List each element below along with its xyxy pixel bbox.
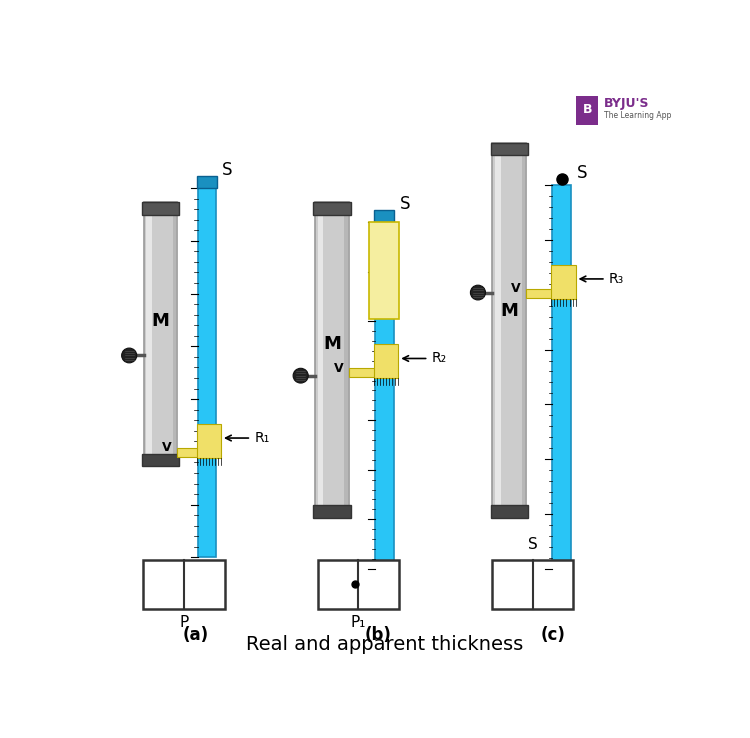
Bar	[344, 208, 349, 512]
Text: (b): (b)	[365, 627, 392, 644]
Bar	[142, 202, 179, 215]
Text: S: S	[222, 161, 232, 179]
Circle shape	[470, 285, 485, 300]
Text: V: V	[334, 362, 343, 375]
Circle shape	[122, 348, 136, 363]
Bar	[178, 448, 199, 457]
Text: R₃: R₃	[609, 272, 624, 286]
Text: R₁: R₁	[254, 431, 269, 445]
Text: P₁: P₁	[350, 615, 366, 630]
Bar	[490, 505, 528, 517]
Text: V: V	[511, 282, 520, 295]
Bar	[317, 208, 323, 512]
Bar	[495, 148, 500, 512]
Bar	[317, 560, 399, 609]
Circle shape	[293, 368, 308, 383]
Bar	[374, 344, 398, 379]
Text: B: B	[583, 103, 592, 116]
Bar	[369, 222, 400, 319]
Bar	[576, 96, 598, 125]
Text: V: V	[162, 441, 172, 454]
Text: Real and apparent thickness: Real and apparent thickness	[246, 635, 523, 654]
Bar	[172, 208, 178, 461]
Bar	[551, 265, 575, 299]
Bar	[521, 148, 526, 512]
Text: R₂: R₂	[431, 351, 446, 365]
Text: M: M	[500, 303, 518, 320]
Bar	[375, 222, 394, 569]
Bar	[492, 560, 573, 609]
Bar	[526, 289, 554, 297]
Bar	[142, 454, 179, 466]
Bar	[196, 424, 221, 458]
Bar	[493, 142, 526, 517]
Bar	[198, 188, 217, 557]
Text: (a): (a)	[182, 627, 209, 644]
Text: S: S	[400, 195, 410, 213]
Text: S: S	[577, 165, 587, 182]
Bar	[490, 142, 528, 155]
Bar	[197, 176, 217, 188]
Text: BYJU'S: BYJU'S	[604, 97, 650, 111]
Text: P: P	[179, 615, 188, 630]
Bar	[146, 208, 152, 461]
Bar	[315, 202, 349, 517]
Bar	[349, 368, 376, 377]
Text: S: S	[528, 537, 538, 552]
Bar	[552, 185, 571, 569]
Bar	[314, 505, 351, 517]
Bar	[144, 202, 178, 466]
Bar	[143, 560, 224, 609]
Bar	[314, 202, 351, 215]
Text: The Learning App: The Learning App	[604, 111, 671, 120]
Text: M: M	[152, 312, 170, 330]
Bar	[374, 210, 394, 222]
Text: (c): (c)	[541, 627, 566, 644]
Text: M: M	[323, 335, 341, 354]
